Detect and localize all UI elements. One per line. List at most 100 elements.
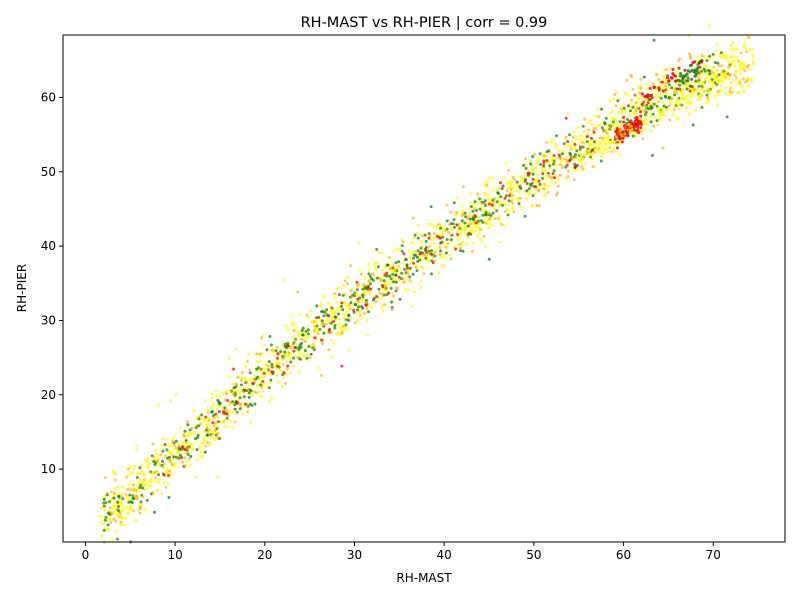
scatter-point (715, 43, 719, 47)
scatter-point (391, 266, 395, 270)
scatter-point (270, 365, 274, 369)
scatter-point (292, 349, 296, 353)
scatter-point (165, 469, 169, 473)
scatter-point (566, 169, 570, 173)
scatter-point (696, 58, 700, 62)
scatter-point (590, 157, 594, 161)
scatter-point (594, 114, 598, 118)
scatter-point (174, 455, 178, 459)
scatter-point (103, 508, 107, 512)
scatter-point (747, 63, 751, 67)
scatter-point (591, 165, 595, 169)
scatter-point (502, 176, 506, 180)
scatter-point (471, 217, 475, 221)
scatter-point (401, 277, 405, 281)
scatter-point (445, 238, 449, 241)
scatter-point (499, 195, 503, 199)
scatter-point (246, 402, 250, 406)
scatter-point (244, 402, 247, 406)
scatter-point (394, 278, 398, 282)
scatter-point (148, 470, 152, 474)
scatter-point (210, 396, 214, 400)
scatter-point (290, 322, 293, 325)
scatter-point (456, 233, 460, 236)
scatter-point (605, 147, 609, 151)
scatter-point (187, 457, 191, 461)
scatter-point (631, 130, 635, 134)
scatter-point (641, 120, 645, 124)
scatter-point (125, 506, 128, 510)
scatter-point (128, 506, 132, 510)
scatter-point (121, 504, 125, 508)
scatter-point (713, 61, 717, 64)
scatter-point (347, 348, 351, 352)
scatter-point (469, 192, 473, 196)
scatter-point (258, 359, 262, 363)
scatter-point (128, 488, 132, 491)
scatter-point (703, 69, 707, 73)
scatter-point (718, 53, 722, 57)
scatter-point (340, 364, 344, 368)
scatter-point (405, 264, 409, 268)
scatter-point (420, 239, 424, 243)
scatter-point (128, 465, 132, 469)
scatter-point (202, 429, 206, 433)
scatter-point (270, 396, 274, 400)
scatter-point (623, 92, 627, 96)
scatter-point (236, 375, 240, 379)
scatter-point (135, 444, 139, 448)
scatter-point (503, 202, 507, 206)
scatter-point (168, 457, 172, 461)
scatter-point (569, 145, 573, 149)
scatter-point (562, 142, 566, 146)
scatter-point (427, 232, 431, 235)
scatter-point (652, 102, 656, 106)
scatter-point (109, 490, 113, 494)
scatter-point (187, 435, 191, 438)
scatter-point (541, 172, 545, 176)
scatter-point (340, 301, 344, 305)
scatter-point (694, 108, 698, 112)
scatter-point (411, 250, 415, 254)
scatter-point (394, 261, 398, 265)
scatter-point (614, 104, 618, 108)
scatter-point (395, 247, 399, 251)
scatter-point (675, 82, 679, 86)
scatter-point (205, 407, 209, 411)
plot-area-frame (62, 34, 786, 543)
scatter-point (151, 442, 155, 446)
scatter-point (134, 489, 138, 493)
scatter-point (665, 105, 668, 109)
scatter-point (361, 306, 365, 310)
scatter-point (730, 90, 734, 94)
scatter-point (263, 363, 267, 367)
scatter-point (487, 257, 491, 261)
scatter-point (554, 163, 558, 167)
scatter-point (326, 301, 330, 305)
scatter-point (658, 80, 662, 84)
scatter-point (463, 221, 467, 225)
scatter-point (309, 352, 313, 356)
scatter-point (468, 217, 472, 221)
scatter-point (251, 381, 255, 385)
scatter-point (611, 148, 615, 152)
scatter-point (174, 392, 178, 396)
scatter-point (751, 59, 755, 63)
scatter-point (525, 182, 529, 185)
scatter-point (441, 235, 445, 239)
scatter-point (135, 476, 139, 479)
scatter-point (539, 163, 543, 166)
scatter-point (721, 79, 725, 83)
scatter-point (688, 64, 692, 67)
scatter-point (174, 461, 178, 465)
scatter-point (601, 152, 605, 156)
scatter-point (212, 424, 216, 428)
scatter-point (691, 80, 695, 84)
scatter-point (449, 257, 453, 261)
scatter-point (239, 379, 243, 383)
scatter-point (738, 66, 742, 70)
scatter-point (215, 432, 219, 436)
scatter-point (116, 507, 120, 511)
scatter-point (710, 78, 714, 82)
scatter-point (358, 313, 362, 317)
